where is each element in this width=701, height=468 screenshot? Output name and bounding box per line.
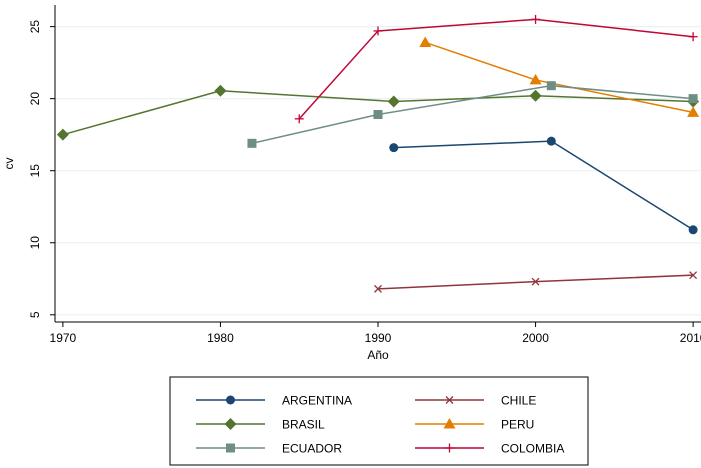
legend-marker-peru: [443, 418, 456, 429]
x-axis-title: Año: [367, 348, 389, 362]
legend-label-argentina: ARGENTINA: [282, 394, 352, 408]
legend-marker-ecuador: [226, 443, 235, 453]
marker-stroke: [689, 271, 698, 280]
series-line-argentina: [393, 140, 694, 231]
legend-marker-colombia: [445, 443, 454, 453]
legend-label-brasil: BRASIL: [282, 418, 325, 432]
y-tick-label: 15: [28, 164, 42, 178]
data-point-ecuador: [688, 94, 698, 104]
series-layer: [56, 14, 700, 293]
data-point-colombia: [531, 14, 541, 24]
x-tick-label: 2000: [522, 331, 549, 345]
legend-marker-argentina: [226, 395, 235, 405]
data-point-brasil: [56, 128, 69, 141]
data-point-brasil: [387, 95, 400, 108]
series-peru: [419, 36, 700, 117]
marker-stroke: [374, 284, 382, 293]
data-point-colombia: [373, 26, 383, 36]
y-tick-label: 5: [28, 311, 42, 318]
legend-item-ecuador: ECUADOR: [196, 442, 342, 456]
series-brasil: [56, 84, 700, 141]
series-colombia: [294, 14, 698, 124]
marker-stroke: [531, 277, 540, 286]
data-point-colombia: [294, 114, 304, 124]
marker-stroke: [445, 396, 454, 404]
legend-item-peru: PERU: [415, 418, 534, 432]
data-point-brasil: [214, 84, 227, 97]
data-point-ecuador: [546, 81, 556, 91]
data-point-argentina: [389, 143, 399, 153]
data-point-peru: [687, 106, 700, 117]
grid-lines: [55, 26, 701, 316]
data-point-brasil: [529, 89, 542, 102]
legend: ARGENTINA CHILE BRASIL PERU ECUADOR COLOMBIA: [169, 376, 589, 466]
series-line-colombia: [298, 18, 694, 120]
data-point-ecuador: [247, 138, 257, 148]
y-axis-title: cv: [2, 158, 16, 170]
y-tick-label: 25: [28, 20, 42, 34]
data-point-chile: [689, 271, 698, 280]
x-tick-label: 2010: [680, 331, 701, 345]
data-point-peru: [419, 36, 432, 47]
data-point-chile: [374, 284, 382, 293]
data-point-argentina: [688, 225, 698, 235]
series-chile: [374, 271, 698, 293]
x-axis-ticks: 1970 1980 1990 2000 2010: [50, 322, 701, 345]
series-line-peru: [425, 41, 694, 114]
x-tick-label: 1990: [365, 331, 392, 345]
series-argentina: [389, 136, 698, 235]
data-point-peru: [529, 73, 542, 85]
y-axis-ticks: 5 10 15 20 25: [28, 20, 55, 318]
x-tick-label: 1980: [207, 331, 234, 345]
legend-item-chile: CHILE: [415, 394, 536, 408]
legend-marker-brasil: [224, 418, 237, 430]
data-point-argentina: [546, 136, 556, 146]
legend-label-ecuador: ECUADOR: [282, 442, 342, 456]
series-line-ecuador: [251, 84, 694, 145]
legend-label-colombia: COLOMBIA: [501, 442, 564, 456]
legend-label-chile: CHILE: [501, 394, 536, 408]
data-point-colombia: [688, 32, 698, 42]
legend-box: [169, 376, 589, 466]
x-tick-label: 1970: [50, 331, 77, 345]
y-tick-label: 20: [28, 92, 42, 106]
legend-label-peru: PERU: [501, 418, 534, 432]
series-ecuador: [247, 81, 698, 148]
legend-item-argentina: ARGENTINA: [196, 394, 352, 408]
legend-item-colombia: COLOMBIA: [415, 442, 564, 456]
data-point-chile: [531, 277, 540, 286]
data-point-ecuador: [373, 110, 383, 120]
y-tick-label: 10: [28, 236, 42, 250]
legend-item-brasil: BRASIL: [196, 418, 325, 432]
legend-marker-chile: [445, 396, 454, 404]
